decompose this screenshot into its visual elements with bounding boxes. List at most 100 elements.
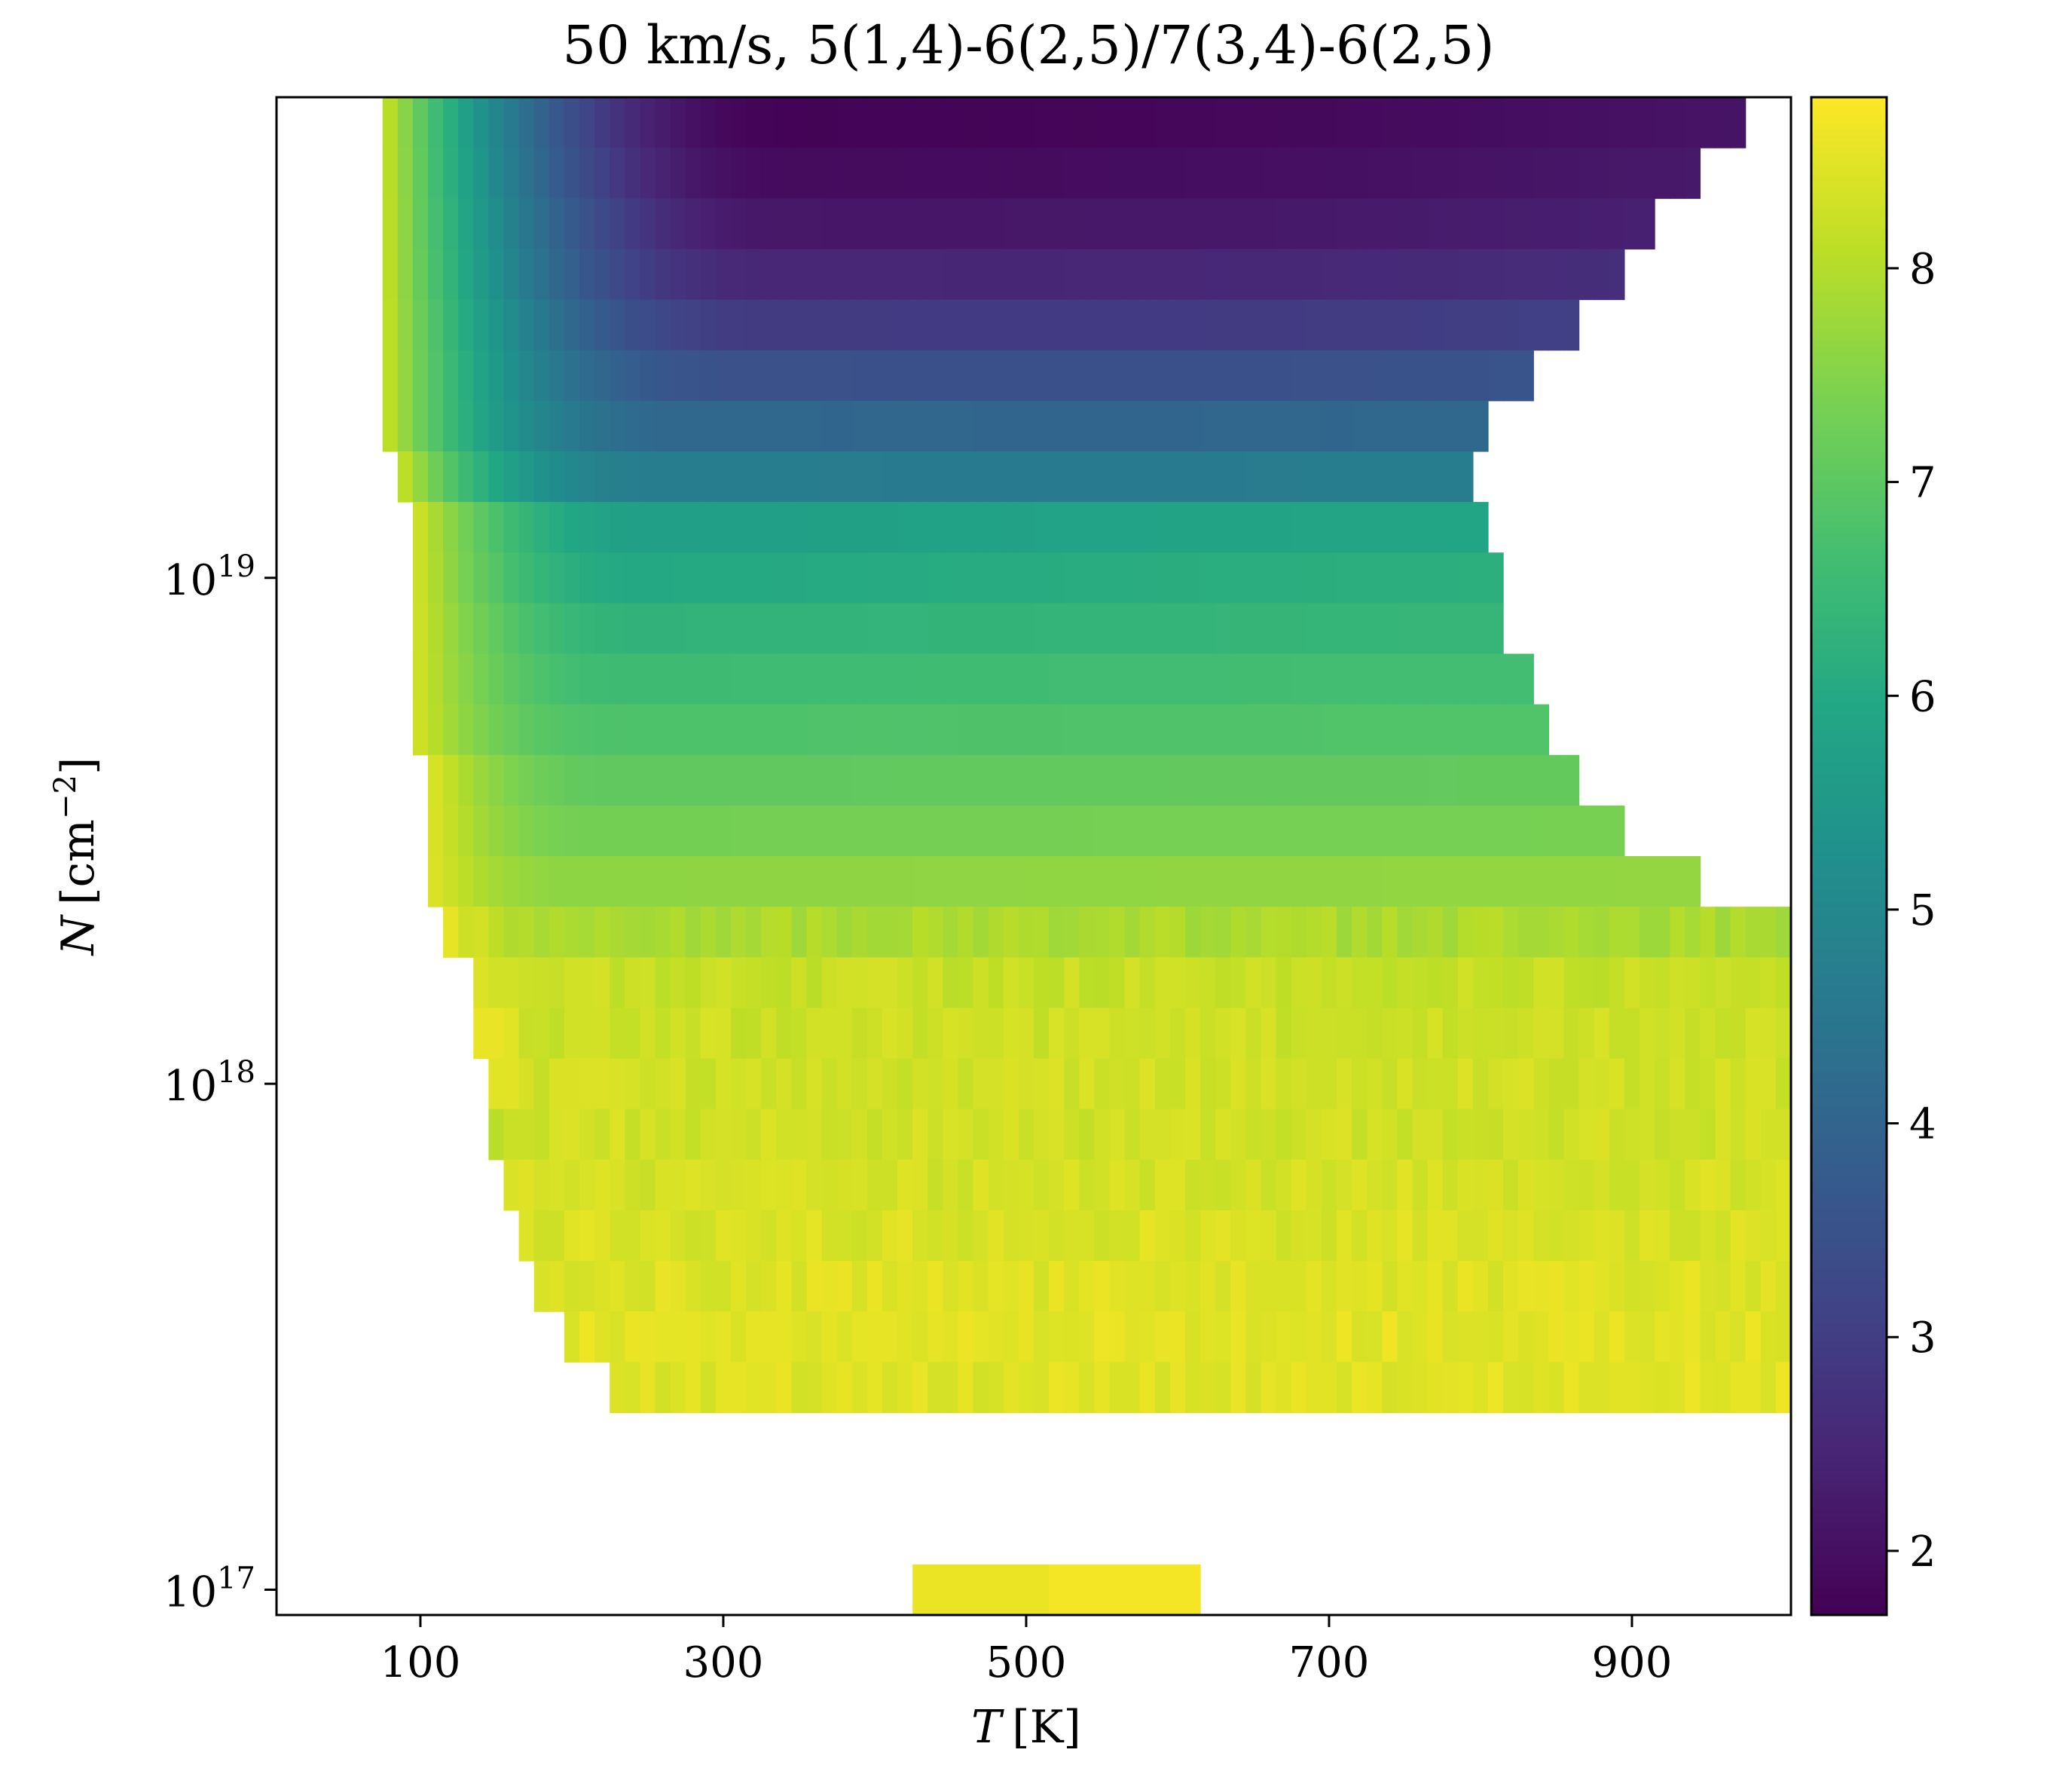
heatmap-cell <box>428 249 444 301</box>
heatmap-cell <box>791 1058 808 1110</box>
heatmap-cell <box>731 1058 747 1110</box>
heatmap-cell <box>1624 1008 1640 1060</box>
heatmap-cell <box>1715 1311 1731 1363</box>
heatmap-cell <box>503 805 520 857</box>
heatmap-cell <box>731 148 747 199</box>
heatmap-cell <box>1337 1109 1352 1161</box>
heatmap-cell <box>625 957 640 1008</box>
heatmap-cell <box>1397 350 1413 402</box>
heatmap-cell <box>488 907 505 958</box>
heatmap-cell <box>625 1058 640 1110</box>
heatmap-cell <box>1215 754 1231 806</box>
heatmap-cell <box>1185 1564 1201 1616</box>
heatmap-cell <box>1094 957 1111 1008</box>
heatmap-cell <box>1457 1261 1474 1312</box>
heatmap-cell <box>851 249 868 301</box>
heatmap-cell <box>700 957 717 1008</box>
heatmap-cell <box>1124 451 1141 503</box>
heatmap-cell <box>1670 1210 1685 1262</box>
heatmap-cell <box>806 148 823 199</box>
heatmap-cell <box>412 704 429 756</box>
heatmap-cell <box>1533 754 1549 806</box>
heatmap-cell <box>670 148 686 199</box>
heatmap-cell <box>1518 704 1534 756</box>
heatmap-cell <box>746 1109 762 1161</box>
heatmap-cell <box>1154 1564 1171 1616</box>
heatmap-cell <box>443 249 459 301</box>
heatmap-cell <box>776 603 792 655</box>
heatmap-cell <box>1337 502 1352 553</box>
heatmap-cell <box>533 97 550 148</box>
heatmap-cell <box>1154 198 1171 249</box>
heatmap-cell <box>610 249 625 301</box>
heatmap-cell <box>533 198 550 249</box>
heatmap-cell <box>1609 1058 1625 1110</box>
heatmap-cell <box>670 907 686 958</box>
colorbar <box>1810 96 1888 1617</box>
heatmap-cell <box>1457 1210 1474 1262</box>
heatmap-cell <box>1655 148 1670 199</box>
heatmap-cell <box>1715 907 1731 958</box>
y-tick-label: 1018 <box>163 1055 255 1111</box>
heatmap-cell <box>549 299 565 351</box>
heatmap-cell <box>1003 1362 1019 1414</box>
heatmap-cell <box>806 1058 823 1110</box>
heatmap-cell <box>1655 1261 1670 1312</box>
heatmap-cell <box>1548 1008 1565 1060</box>
heatmap-cell <box>1548 907 1565 958</box>
heatmap-cell <box>518 400 535 452</box>
heatmap-cell <box>836 148 853 199</box>
heatmap-cell <box>928 1159 943 1211</box>
heatmap-cell <box>1563 1058 1580 1110</box>
heatmap-cell <box>685 1159 701 1211</box>
heatmap-cell <box>473 97 489 148</box>
heatmap-cell <box>1382 350 1398 402</box>
heatmap-cell <box>1018 552 1034 604</box>
heatmap-cell <box>610 502 625 553</box>
heatmap-cell <box>1352 1058 1368 1110</box>
heatmap-cell <box>1154 1109 1171 1161</box>
heatmap-cell <box>1412 451 1429 503</box>
heatmap-cell <box>1427 1008 1444 1060</box>
heatmap-cell <box>1427 653 1444 705</box>
heatmap-cell <box>776 957 792 1008</box>
heatmap-cell <box>1533 249 1549 301</box>
heatmap-cell <box>928 603 943 655</box>
heatmap-cell <box>382 350 399 402</box>
heatmap-cells <box>382 97 1792 1616</box>
heatmap-cell <box>518 249 535 301</box>
heatmap-cell <box>988 1564 1004 1616</box>
heatmap-cell <box>1154 400 1171 452</box>
heatmap-cell <box>1730 1311 1747 1363</box>
heatmap-cell <box>943 502 959 553</box>
heatmap-cell <box>897 603 913 655</box>
heatmap-cell <box>1139 805 1156 857</box>
heatmap-cell <box>1609 1362 1625 1414</box>
heatmap-cell <box>1472 1109 1489 1161</box>
heatmap-cell <box>851 552 868 604</box>
heatmap-cell <box>1427 603 1444 655</box>
heatmap-cell <box>1169 704 1186 756</box>
heatmap-cell <box>473 400 489 452</box>
heatmap-cell <box>866 653 883 705</box>
heatmap-cell <box>610 1210 625 1262</box>
heatmap-cell <box>882 249 898 301</box>
heatmap-cell <box>1094 603 1111 655</box>
heatmap-cell <box>973 1261 989 1312</box>
heatmap-cell <box>1321 249 1337 301</box>
heatmap-cell <box>1094 400 1111 452</box>
heatmap-cell <box>791 502 808 553</box>
heatmap-cell <box>610 350 625 402</box>
heatmap-cell <box>1291 704 1307 756</box>
heatmap-cell <box>912 502 928 553</box>
heatmap-cell <box>579 451 595 503</box>
heatmap-cell <box>625 249 640 301</box>
heatmap-cell <box>746 957 762 1008</box>
heatmap-cell <box>594 1210 610 1262</box>
heatmap-cell <box>1382 198 1398 249</box>
heatmap-cell <box>1488 1261 1504 1312</box>
heatmap-cell <box>1578 1362 1595 1414</box>
heatmap-cell <box>1124 907 1141 958</box>
heatmap-cell <box>458 856 474 907</box>
